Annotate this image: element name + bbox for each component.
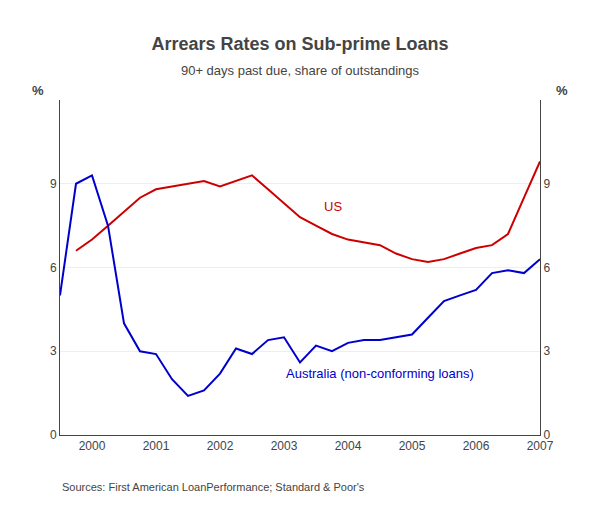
svg-text:90+ days past due, share of ou: 90+ days past due, share of outstandings [181,63,420,78]
svg-text:2004: 2004 [335,439,362,453]
svg-text:0: 0 [543,428,550,442]
svg-text:6: 6 [543,261,550,275]
svg-text:%: % [556,83,568,98]
svg-text:2003: 2003 [271,439,298,453]
svg-text:0: 0 [50,428,57,442]
svg-text:9: 9 [50,177,57,191]
svg-text:2001: 2001 [143,439,170,453]
svg-text:2006: 2006 [463,439,490,453]
svg-text:3: 3 [50,344,57,358]
svg-text:3: 3 [543,344,550,358]
svg-text:Sources: First American LoanPe: Sources: First American LoanPerformance;… [62,481,365,493]
svg-text:US: US [324,199,342,214]
svg-text:2002: 2002 [207,439,234,453]
svg-text:2000: 2000 [79,439,106,453]
svg-text:%: % [32,83,44,98]
svg-text:Australia (non-conforming loan: Australia (non-conforming loans) [286,366,474,381]
svg-text:2005: 2005 [399,439,426,453]
svg-text:2007: 2007 [527,439,554,453]
svg-text:Arrears Rates on Sub-prime Loa: Arrears Rates on Sub-prime Loans [151,34,448,54]
svg-text:9: 9 [543,177,550,191]
svg-text:6: 6 [50,261,57,275]
